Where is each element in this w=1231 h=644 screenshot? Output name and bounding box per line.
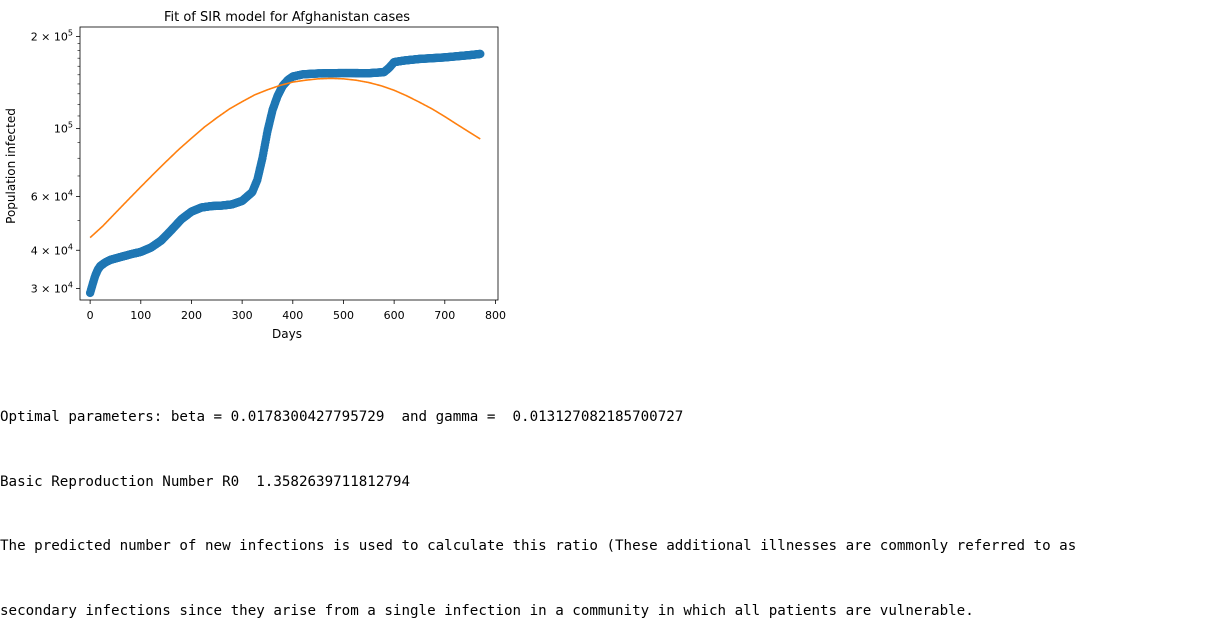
y-tick-label: 4 × 104 (31, 242, 73, 257)
y-tick-label: 3 × 104 (31, 280, 73, 295)
y-axis-label: Population infected (4, 108, 18, 224)
scatter-point (476, 49, 485, 59)
x-tick-label: 200 (181, 309, 202, 322)
y-tick-label: 105 (54, 121, 73, 136)
x-tick-label: 400 (282, 309, 303, 322)
axes-layer: 0 100 200 300 400 500 600 700 800 3 × 104 4 × 104 6… (31, 26, 506, 322)
x-tick-label: 800 (485, 309, 506, 322)
output-line-parameters: Optimal parameters: beta = 0.01783004277… (0, 409, 684, 425)
x-tick-label: 100 (130, 309, 151, 322)
scatter-series (85, 49, 485, 298)
fit-line (89, 77, 481, 239)
chart-title: Fit of SIR model for Afghanistan cases (164, 10, 410, 25)
x-tick-label: 300 (232, 309, 253, 322)
output-line-r0: Basic Reproduction Number R0 1.358263971… (0, 473, 410, 490)
plot-layer (85, 49, 485, 298)
y-tick-label: 6 × 104 (31, 188, 73, 203)
output-line-explanation-1: The predicted number of new infections i… (0, 538, 1077, 554)
x-tick-label: 500 (333, 309, 354, 322)
x-tick-label: 0 (87, 309, 94, 322)
y-tick-label: 2 × 105 (31, 29, 73, 44)
chart: 0 100 200 300 400 500 600 700 800 3 × 104 4 × 104 6… (4, 10, 506, 341)
axes-frame (79, 26, 499, 301)
x-tick-label: 700 (434, 309, 455, 322)
cell-output: Optimal parameters: beta = 0.01783004277… (0, 364, 1231, 644)
x-tick-label: 600 (384, 309, 405, 322)
output-line-explanation-2: secondary infections since they arise fr… (0, 602, 974, 619)
x-axis-label: Days (272, 327, 302, 341)
